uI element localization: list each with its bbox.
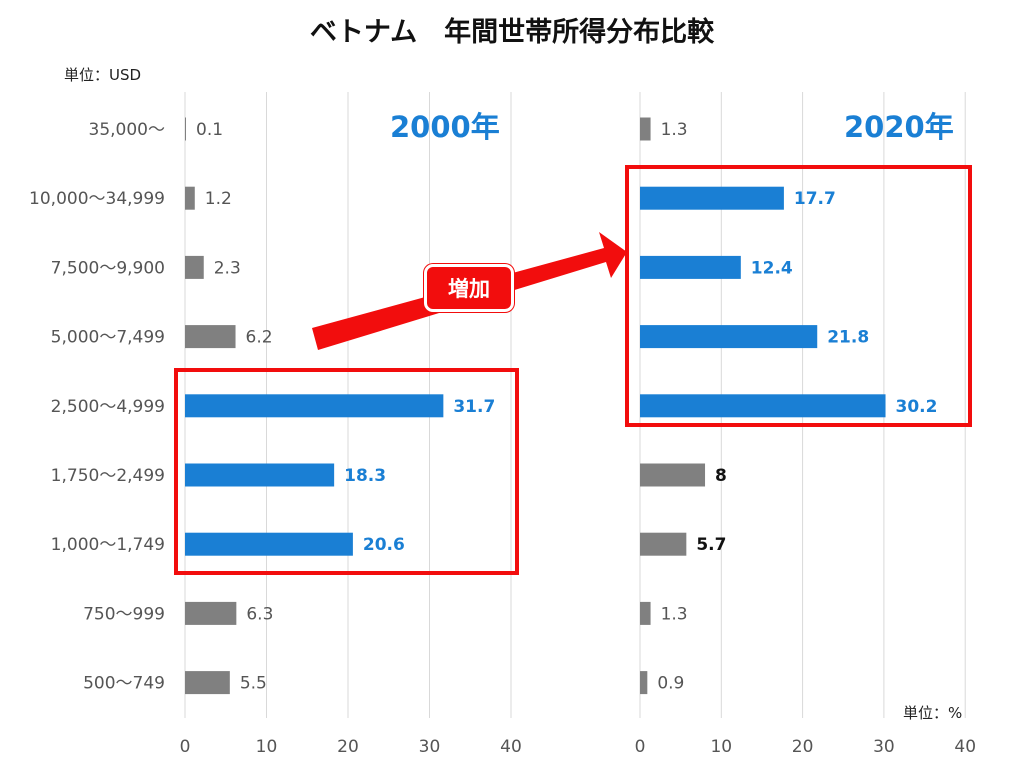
panel-2020-title: 2020年 xyxy=(844,110,954,144)
data-label-2000: 6.3 xyxy=(246,604,273,624)
data-label-2020: 21.8 xyxy=(827,328,869,348)
data-label-2020: 8 xyxy=(715,466,727,486)
category-label: 7,500～9,900 xyxy=(51,258,165,278)
panel-2000-title: 2000年 xyxy=(390,110,500,144)
tick-label-2000-0: 0 xyxy=(180,737,191,757)
category-label: 10,000～34,999 xyxy=(29,189,165,209)
category-label: 500～749 xyxy=(83,674,165,694)
data-label-2020: 12.4 xyxy=(751,258,793,278)
bar-2000 xyxy=(185,671,230,695)
category-label: 750～999 xyxy=(83,604,165,624)
category-label: 2,500～4,999 xyxy=(51,397,165,417)
chart-title: ベトナム 年間世帯所得分布比較 xyxy=(309,17,715,48)
bar-2020 xyxy=(640,601,651,625)
tick-label-2000-40: 40 xyxy=(500,737,522,757)
category-label: 1,750～2,499 xyxy=(51,466,165,486)
tick-label-2020-20: 20 xyxy=(792,737,814,757)
data-label-2000: 31.7 xyxy=(453,397,495,417)
bar-2000 xyxy=(185,601,237,625)
bar-2020 xyxy=(640,394,886,418)
bar-2020 xyxy=(640,325,818,349)
data-label-2000: 0.1 xyxy=(196,120,223,140)
highlight-box-2020 xyxy=(625,165,972,427)
tick-label-2000-20: 20 xyxy=(337,737,359,757)
data-label-2020: 30.2 xyxy=(896,397,938,417)
bar-2020 xyxy=(640,255,741,279)
tick-label-2000-30: 30 xyxy=(419,737,441,757)
data-label-2000: 2.3 xyxy=(214,258,241,278)
data-label-2000: 18.3 xyxy=(344,466,386,486)
bar-2000 xyxy=(185,186,195,210)
highlight-box-2000 xyxy=(174,368,519,575)
tick-label-2020-30: 30 xyxy=(873,737,895,757)
tick-label-2020-0: 0 xyxy=(635,737,646,757)
data-label-2020: 1.3 xyxy=(661,120,688,140)
bar-2000 xyxy=(185,463,335,487)
bar-2020 xyxy=(640,117,651,141)
bar-2020 xyxy=(640,186,784,210)
unit-usd-label: 単位：USD xyxy=(64,66,142,84)
bar-2020 xyxy=(640,671,648,695)
category-label: 35,000～ xyxy=(89,120,165,140)
data-label-2020: 0.9 xyxy=(657,674,684,694)
category-label: 1,000～1,749 xyxy=(51,535,165,555)
data-label-2000: 5.5 xyxy=(240,674,267,694)
category-label: 5,000～7,499 xyxy=(51,328,165,348)
bar-2020 xyxy=(640,463,706,487)
unit-percent-label: 単位：% xyxy=(903,704,963,722)
tick-label-2000-10: 10 xyxy=(256,737,278,757)
bar-2000 xyxy=(185,255,204,279)
data-label-2000: 1.2 xyxy=(205,189,232,209)
bar-2000 xyxy=(185,394,444,418)
increase-badge: 増加 xyxy=(424,264,514,312)
data-label-2020: 1.3 xyxy=(661,604,688,624)
bar-2000 xyxy=(185,117,186,141)
data-label-2020: 5.7 xyxy=(696,535,726,555)
data-label-2000: 20.6 xyxy=(363,535,405,555)
bar-2020 xyxy=(640,532,687,556)
data-label-2000: 6.2 xyxy=(246,328,273,348)
tick-label-2020-10: 10 xyxy=(710,737,732,757)
bar-2000 xyxy=(185,325,236,349)
tick-label-2020-40: 40 xyxy=(954,737,976,757)
data-label-2020: 17.7 xyxy=(794,189,836,209)
bar-2000 xyxy=(185,532,353,556)
